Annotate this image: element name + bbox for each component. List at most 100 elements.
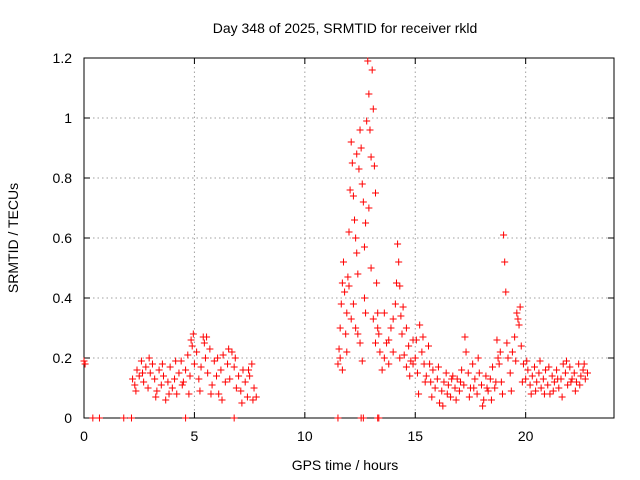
data-point xyxy=(230,414,238,422)
data-point xyxy=(175,369,183,377)
data-point xyxy=(190,360,198,368)
data-point xyxy=(570,369,578,377)
data-point xyxy=(127,414,135,422)
data-point xyxy=(416,321,424,329)
data-point xyxy=(358,180,366,188)
data-point xyxy=(187,336,195,344)
data-point xyxy=(366,126,374,134)
data-point xyxy=(338,366,346,374)
data-point xyxy=(581,375,589,383)
data-point xyxy=(415,390,423,398)
data-point xyxy=(406,372,414,380)
data-point xyxy=(380,354,388,362)
data-point xyxy=(343,309,351,317)
data-point xyxy=(514,315,522,323)
data-point xyxy=(522,375,530,383)
data-point xyxy=(164,378,172,386)
data-point xyxy=(500,231,508,239)
data-point xyxy=(224,360,232,368)
data-point xyxy=(157,381,165,389)
data-point xyxy=(579,366,587,374)
data-point xyxy=(162,396,170,404)
data-point xyxy=(228,348,236,356)
data-point xyxy=(336,324,344,332)
data-point xyxy=(171,375,179,383)
data-point xyxy=(160,372,167,380)
data-point xyxy=(494,354,502,362)
data-point xyxy=(375,330,383,338)
data-point xyxy=(200,339,208,347)
data-point xyxy=(168,384,176,392)
data-point xyxy=(360,243,368,251)
y-tick-label: 1.2 xyxy=(53,50,73,66)
data-point xyxy=(482,372,490,380)
data-point xyxy=(434,363,442,371)
data-point xyxy=(396,282,404,290)
data-point xyxy=(349,192,357,200)
data-point xyxy=(367,264,375,272)
x-tick-label: 15 xyxy=(407,428,423,444)
data-point xyxy=(218,396,226,404)
y-tick-label: 0.4 xyxy=(53,290,73,306)
data-point xyxy=(429,366,437,374)
data-point xyxy=(458,366,466,374)
data-point xyxy=(480,396,488,404)
y-tick-label: 0.8 xyxy=(53,170,73,186)
data-point xyxy=(249,396,257,404)
data-point xyxy=(526,381,534,389)
data-point xyxy=(474,354,482,362)
data-point xyxy=(528,372,536,380)
data-point xyxy=(489,363,497,371)
data-point xyxy=(515,321,523,329)
data-point xyxy=(444,381,452,389)
data-point xyxy=(559,360,567,368)
data-point xyxy=(524,366,532,374)
data-point xyxy=(243,393,251,401)
data-point xyxy=(178,381,186,389)
data-point xyxy=(475,369,483,377)
data-point xyxy=(506,369,514,377)
data-points xyxy=(80,57,591,422)
data-point xyxy=(221,378,229,386)
data-point xyxy=(353,249,361,257)
data-point xyxy=(369,105,377,113)
data-point xyxy=(210,357,218,365)
data-point xyxy=(483,384,491,392)
data-point xyxy=(367,153,375,161)
data-point xyxy=(197,363,205,371)
data-point xyxy=(347,315,355,323)
data-point xyxy=(519,360,527,368)
data-point xyxy=(365,90,373,98)
data-point xyxy=(461,333,469,341)
data-point xyxy=(422,372,430,380)
data-point xyxy=(400,351,408,359)
data-point xyxy=(355,165,363,173)
data-point xyxy=(447,393,455,401)
data-point xyxy=(548,372,556,380)
data-point xyxy=(166,363,174,371)
data-point xyxy=(235,372,243,380)
data-point xyxy=(536,357,544,365)
data-point xyxy=(486,375,494,383)
data-point xyxy=(184,351,192,359)
data-point xyxy=(532,387,540,395)
data-point xyxy=(206,345,214,353)
data-point xyxy=(512,357,520,365)
data-point xyxy=(457,378,465,386)
data-point xyxy=(395,258,403,266)
data-point xyxy=(129,375,137,383)
data-point xyxy=(237,387,245,395)
data-point xyxy=(133,366,141,374)
data-point xyxy=(246,372,254,380)
data-point xyxy=(345,228,353,236)
data-point xyxy=(357,144,365,152)
data-point xyxy=(354,330,362,338)
data-point xyxy=(385,336,393,344)
data-point xyxy=(343,348,351,356)
data-point xyxy=(345,282,353,290)
y-tick-label: 1 xyxy=(64,110,72,126)
data-point xyxy=(351,216,359,224)
data-point xyxy=(359,414,367,422)
data-point xyxy=(358,357,366,365)
